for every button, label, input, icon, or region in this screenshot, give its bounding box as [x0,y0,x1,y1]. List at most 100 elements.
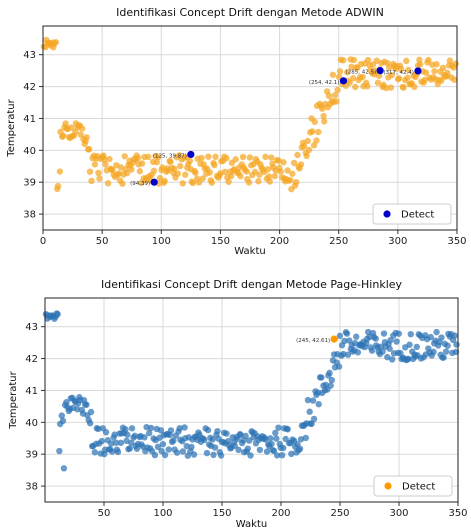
data-point [340,350,347,358]
data-point [326,369,333,377]
data-point [190,451,198,458]
data-point [386,345,393,352]
x-tick-label: 300 [388,236,407,247]
data-point [181,424,188,431]
data-point [272,429,279,437]
data-point [60,465,68,472]
data-point [198,154,205,162]
data-point [136,168,144,175]
data-point [304,396,312,404]
data-point [284,426,291,433]
data-point [329,71,337,78]
data-point [63,398,70,406]
data-point [85,145,93,153]
data-point [211,444,219,451]
data-point [179,180,187,187]
data-point [354,349,362,356]
data-point [235,446,242,454]
detect-point-label: (94,39) [130,181,150,187]
data-point [290,159,298,167]
data-point [206,169,213,176]
data-point [102,429,110,436]
data-point [267,435,274,442]
detect-point [414,67,422,75]
data-point [228,172,235,180]
data-point [365,328,372,336]
data-point [119,180,126,187]
data-point [271,172,279,180]
data-point [87,408,95,416]
data-point [288,450,295,458]
data-point [425,56,432,64]
data-point [382,84,390,92]
data-point [245,179,253,186]
data-point [400,84,407,91]
data-point [442,348,450,355]
data-point [231,442,238,449]
data-point [83,134,90,141]
y-tick-label: 42 [23,82,36,93]
data-point [246,154,254,161]
data-point [237,431,244,438]
data-point [182,171,189,178]
data-point [126,445,133,452]
data-point [264,166,272,173]
data-point [176,424,183,432]
adwin-chart-svg: 0 50 100 150 200 250 300 350 38 39 40 41 42 43 (94,39)… [6,6,467,257]
data-point [325,92,333,100]
data-point [123,169,131,177]
data-point [147,424,155,432]
data-point [78,125,86,132]
x-tick-label: 150 [211,236,230,247]
data-point [305,146,313,154]
data-point [211,161,218,169]
data-point [389,356,396,363]
data-point [372,335,379,342]
data-point [223,430,230,437]
data-point [380,330,388,337]
data-point [83,401,90,408]
data-point [403,57,410,65]
plot-area [43,26,457,230]
data-point [407,330,414,338]
data-point [177,162,184,170]
data-point [452,60,459,67]
data-point [167,158,174,166]
data-point [183,442,190,450]
data-point [446,57,454,64]
data-point [397,65,405,73]
data-point [256,171,263,178]
data-point [364,56,372,64]
y-tick-label: 42 [25,354,38,365]
plot-frame [44,297,459,503]
x-tick-label: 100 [153,508,172,519]
data-point [167,427,175,434]
x-tick-label: 200 [270,236,289,247]
data-point [104,180,112,187]
data-point [98,437,106,445]
data-point [91,449,99,456]
data-point [266,178,274,185]
x-tick-label: 350 [447,236,466,247]
data-point [262,153,269,161]
data-point [422,69,430,76]
data-point [311,118,318,126]
data-point [387,84,395,91]
data-point [395,75,403,82]
data-point [297,161,305,168]
data-point [280,444,287,452]
data-point [336,332,344,340]
data-point [344,351,352,358]
data-point [239,153,247,161]
data-point [188,443,195,451]
data-point [199,175,207,182]
y-tick-label: 39 [25,450,38,461]
data-point [223,155,230,162]
x-tick-label: 250 [330,508,349,519]
data-point [328,376,336,384]
x-tick-label: 150 [212,508,231,519]
data-point [296,445,304,452]
data-point [247,452,254,459]
data-point [438,77,445,84]
x-tick-label: 50 [98,508,111,519]
